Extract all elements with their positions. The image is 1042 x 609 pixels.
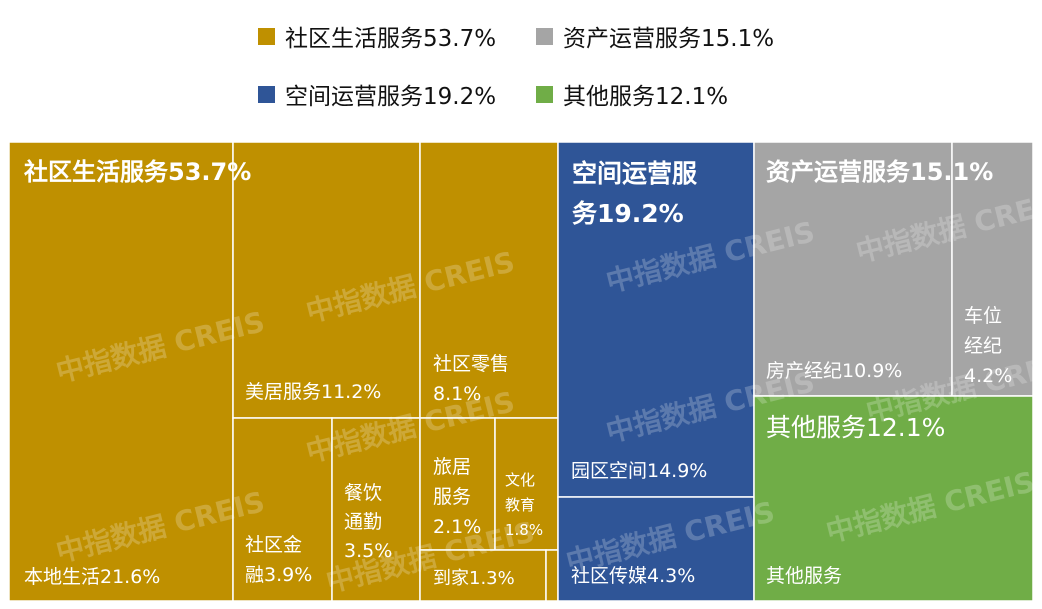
tile-label-home-living: 美居服务11.2% <box>245 381 381 403</box>
tile-property-brokerage <box>753 142 953 397</box>
chart-legend: 社区生活服务53.7% 资产运营服务15.1% 空间运营服务19.2% 其他服务… <box>258 18 818 118</box>
tile-label-other-services: 其他服务 <box>766 565 842 587</box>
legend-item-asset-operation: 资产运营服务15.1% <box>536 18 774 54</box>
tile-label-home-delivery: 到家1.3% <box>433 568 515 589</box>
tile-label-parking-brokerage: 经纪 <box>964 335 1002 357</box>
tile-label-property-brokerage: 房产经纪10.9% <box>766 360 902 382</box>
tile-label-dining-commute: 通勤 <box>344 511 382 533</box>
group-label-other-services: 其他服务12.1% <box>766 413 945 442</box>
tile-other-services <box>753 395 1033 601</box>
legend-label: 资产运营服务15.1% <box>563 26 775 52</box>
tile-local-life <box>9 142 234 601</box>
tile-label-parking-brokerage: 车位 <box>964 305 1002 327</box>
legend-swatch <box>258 27 275 45</box>
tile-label-travel-living: 服务 <box>433 486 471 508</box>
tile-label-community-finance: 社区金 <box>245 534 302 556</box>
tile-park-space <box>557 142 755 498</box>
legend-swatch <box>258 85 275 103</box>
tile-label-community-retail: 社区零售 <box>433 353 509 375</box>
tile-label-dining-commute: 3.5% <box>344 540 392 562</box>
tile-label-local-life: 本地生活21.6% <box>24 566 160 588</box>
tile-label-dining-commute: 餐饮 <box>344 482 382 504</box>
tile-culture-education <box>494 417 559 551</box>
tile-label-culture-education: 1.8% <box>505 521 543 539</box>
tile-home-delivery <box>419 549 547 601</box>
legend-item-other-services: 其他服务12.1% <box>536 76 728 112</box>
tile-label-travel-living: 2.1% <box>433 516 481 538</box>
tile-label-community-retail: 8.1% <box>433 383 481 405</box>
tile-community-media <box>557 496 755 601</box>
group-label-asset-operation: 资产运营服务15.1% <box>766 158 993 186</box>
tile-label-parking-brokerage: 4.2% <box>964 365 1012 387</box>
group-label-community-life: 社区生活服务53.7% <box>24 158 251 186</box>
group-label-space-operation: 务19.2% <box>572 199 684 228</box>
legend-label: 其他服务12.1% <box>563 84 729 110</box>
tile-label-community-finance: 融3.9% <box>245 564 312 586</box>
tile-dining-commute <box>331 417 421 601</box>
tile-parking-brokerage <box>951 142 1033 397</box>
tile-label-culture-education: 文化 <box>505 471 535 489</box>
tile-label-park-space: 园区空间14.9% <box>571 460 707 482</box>
tile-community-finance <box>232 417 333 601</box>
tile-label-travel-living: 旅居 <box>433 456 471 478</box>
tile-label-community-media: 社区传媒4.3% <box>571 565 695 587</box>
tile-home-living <box>232 142 421 419</box>
legend-swatch <box>536 27 553 45</box>
legend-item-space-operation: 空间运营服务19.2% <box>258 76 496 112</box>
group-label-space-operation: 空间运营服 <box>572 159 698 188</box>
legend-item-community-life: 社区生活服务53.7% <box>258 18 496 54</box>
legend-label: 空间运营服务19.2% <box>285 84 497 110</box>
legend-label: 社区生活服务53.7% <box>285 26 497 52</box>
tile-small-remainder <box>545 549 559 601</box>
tile-label-culture-education: 教育 <box>505 496 535 514</box>
legend-swatch <box>536 85 553 103</box>
